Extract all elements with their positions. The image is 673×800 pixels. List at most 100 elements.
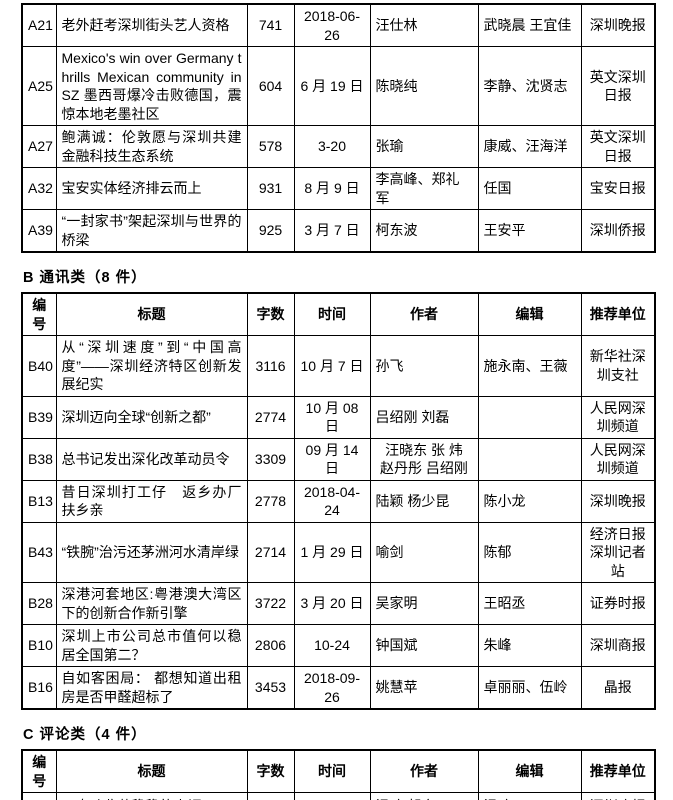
entry-word-count: 741 <box>246 3 295 47</box>
table-row: B10 深圳上市公司总市值何以稳居全国第二？ 2806 10-24 钟国斌 朱峰… <box>21 624 656 667</box>
entry-editor: 陈郁 <box>477 521 582 583</box>
entry-title: 用奋斗收获稳稳的幸福 <box>55 792 248 800</box>
table-row: B43 “铁腕”治污还茅洲河水清岸绿 2714 1 月 29 日 喻剑 陈郁 经… <box>21 521 656 583</box>
entry-title: 总书记发出深化改革动员令 <box>55 437 248 481</box>
entry-word-count: 2778 <box>246 479 295 523</box>
entry-word-count: 3722 <box>246 582 295 625</box>
entry-word-count: 3116 <box>246 335 295 397</box>
entry-id: B10 <box>21 624 57 667</box>
entry-author: 李高峰、郑礼军 <box>369 167 479 210</box>
col-header-author: 作者 <box>369 292 479 336</box>
entry-id: A25 <box>21 46 57 126</box>
entry-id: B39 <box>21 395 57 439</box>
col-header-editor: 编辑 <box>477 292 582 336</box>
entry-editor: 王昭丞 <box>477 582 582 625</box>
entry-time: 8 月 9 日 <box>293 167 371 210</box>
entry-author: 钟国斌 <box>369 624 479 667</box>
col-header-unit: 推荐单位 <box>580 292 656 336</box>
entry-word-count: 2806 <box>246 624 295 667</box>
entry-author: 柯东波 <box>369 209 479 253</box>
entry-time: 10 月 08 日 <box>293 395 371 439</box>
entry-id: A32 <box>21 167 57 210</box>
entry-title: 宝安实体经济排云而上 <box>55 167 248 210</box>
entry-id: A21 <box>21 3 57 47</box>
entry-unit: 宝安日报 <box>580 167 656 210</box>
entry-title: 从“深圳速度”到“中国高度”——深圳经济特区创新发展纪实 <box>55 335 248 397</box>
entry-unit: 人民网深圳频道 <box>580 395 656 439</box>
entry-unit: 晶报 <box>580 666 656 710</box>
entry-time: 10-24 <box>293 624 371 667</box>
entry-word-count: 925 <box>246 209 295 253</box>
col-header-time: 时间 <box>293 749 371 793</box>
entry-unit: 深圳晚报 <box>580 479 656 523</box>
entry-id: B28 <box>21 582 57 625</box>
entry-unit: 英文深圳日报 <box>580 46 656 126</box>
col-header-unit: 推荐单位 <box>580 749 656 793</box>
table-row: B28 深港河套地区:粤港澳大湾区下的创新合作新引擎 3722 3 月 20 日… <box>21 582 656 625</box>
entry-editor: 温琼 <box>477 792 582 800</box>
section-c-heading: C 评论类（4 件） <box>23 727 147 743</box>
entry-editor: 王安平 <box>477 209 582 253</box>
col-header-title: 标题 <box>55 292 248 336</box>
entry-time: 2018-06-26 <box>293 3 371 47</box>
entry-editor: 李静、沈贤志 <box>477 46 582 126</box>
entry-author: 张瑜 <box>369 125 479 168</box>
header-row: 编号 标题 字数 时间 作者 编辑 推荐单位 <box>21 292 656 336</box>
entry-id: B13 <box>21 479 57 523</box>
award-table-c: 编号 标题 字数 时间 作者 编辑 推荐单位 C7 用奋斗收获稳稳的幸福 108… <box>21 749 656 800</box>
entry-unit: 深圳商报 <box>580 624 656 667</box>
entry-editor: 朱峰 <box>477 624 582 667</box>
entry-unit: 深圳晚报 <box>580 792 656 800</box>
entry-title: 深圳上市公司总市值何以稳居全国第二？ <box>55 624 248 667</box>
col-header-time: 时间 <box>293 292 371 336</box>
entry-word-count: 1086 <box>246 792 295 800</box>
entry-title: “一封家书”架起深圳与世界的桥梁 <box>55 209 248 253</box>
award-table-a: A21 老外赶考深圳街头艺人资格 741 2018-06-26 汪仕林 武晓晨 … <box>21 3 656 253</box>
entry-time: 10 月 7 日 <box>293 335 371 397</box>
table-row: A21 老外赶考深圳街头艺人资格 741 2018-06-26 汪仕林 武晓晨 … <box>21 3 656 47</box>
table-row: A27 鲍满诚：伦敦愿与深圳共建金融科技生态系统 578 3-20 张瑜 康威、… <box>21 125 656 168</box>
entry-time: 3 月 20 日 <box>293 582 371 625</box>
entry-time: 3 月 7 日 <box>293 209 371 253</box>
entry-word-count: 2714 <box>246 521 295 583</box>
award-table-b: 编号 标题 字数 时间 作者 编辑 推荐单位 B40 从“深圳速度”到“中国高度… <box>21 292 656 710</box>
entry-editor <box>477 437 582 481</box>
entry-word-count: 604 <box>246 46 295 126</box>
entry-title: 鲍满诚：伦敦愿与深圳共建金融科技生态系统 <box>55 125 248 168</box>
col-header-id: 编号 <box>21 749 57 793</box>
table-row: B39 深圳迈向全球“创新之都” 2774 10 月 08 日 吕绍刚 刘磊 人… <box>21 395 656 439</box>
entry-unit: 证券时报 <box>580 582 656 625</box>
entry-editor: 卓丽丽、伍岭 <box>477 666 582 710</box>
entry-unit: 经济日报深圳记者站 <box>580 521 656 583</box>
entry-title: 深圳迈向全球“创新之都” <box>55 395 248 439</box>
table-row: B13 昔日深圳打工仔 返乡办厂扶乡亲 2778 2018-04-24 陆颖 杨… <box>21 479 656 523</box>
table-row: A25 Mexico's win over Germany thrills Me… <box>21 46 656 126</box>
entry-title: Mexico's win over Germany thrills Mexica… <box>55 46 248 126</box>
col-header-author: 作者 <box>369 749 479 793</box>
entry-author: 汪晓东 张 炜 赵丹彤 吕绍刚 <box>369 437 479 481</box>
entry-unit: 新华社深圳支社 <box>580 335 656 397</box>
entry-time: 3-20 <box>293 125 371 168</box>
entry-time: 2018-04-24 <box>293 479 371 523</box>
entry-author: 陈晓纯 <box>369 46 479 126</box>
entry-editor: 任国 <box>477 167 582 210</box>
entry-word-count: 578 <box>246 125 295 168</box>
entry-editor <box>477 395 582 439</box>
entry-time: 6 月 19 日 <box>293 46 371 126</box>
entry-word-count: 2774 <box>246 395 295 439</box>
entry-author: 吴家明 <box>369 582 479 625</box>
col-header-editor: 编辑 <box>477 749 582 793</box>
entry-time: 1 月 29 日 <box>293 521 371 583</box>
entry-author: 温琼 胡文 <box>369 792 479 800</box>
entry-editor: 武晓晨 王宜佳 <box>477 3 582 47</box>
entry-author: 陆颖 杨少昆 <box>369 479 479 523</box>
col-header-words: 字数 <box>246 749 295 793</box>
table-row: A32 宝安实体经济排云而上 931 8 月 9 日 李高峰、郑礼军 任国 宝安… <box>21 167 656 210</box>
entry-unit: 人民网深圳频道 <box>580 437 656 481</box>
entry-title: “铁腕”治污还茅洲河水清岸绿 <box>55 521 248 583</box>
entry-word-count: 3453 <box>246 666 295 710</box>
col-header-title: 标题 <box>55 749 248 793</box>
table-row: B40 从“深圳速度”到“中国高度”——深圳经济特区创新发展纪实 3116 10… <box>21 335 656 397</box>
entry-unit: 深圳侨报 <box>580 209 656 253</box>
col-header-id: 编号 <box>21 292 57 336</box>
